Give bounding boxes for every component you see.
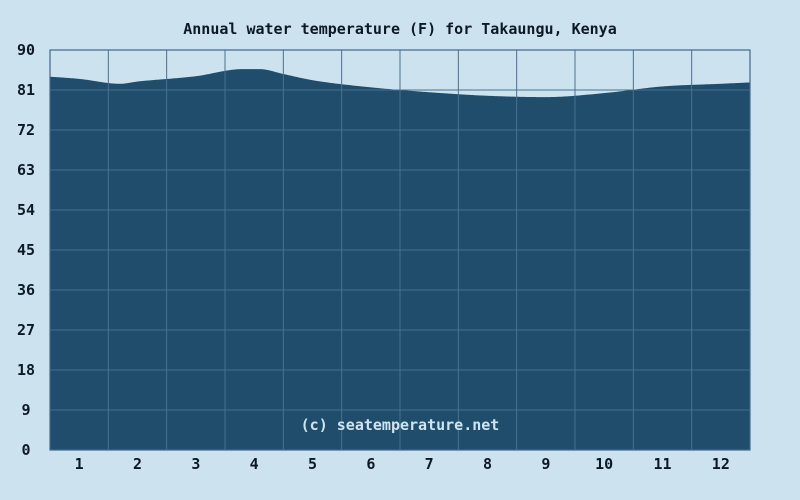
y-axis-tick-label: 45 <box>17 241 35 259</box>
x-axis-month-label: 8 <box>483 455 492 473</box>
x-axis-month-label: 11 <box>653 455 671 473</box>
y-axis-tick-label: 27 <box>17 321 35 339</box>
x-axis-month-label: 7 <box>425 455 434 473</box>
chart-title: Annual water temperature (F) for Takaung… <box>183 20 617 38</box>
x-axis-month-label: 2 <box>133 455 142 473</box>
y-axis-tick-label: 18 <box>17 361 35 379</box>
y-axis-tick-label: 72 <box>17 121 35 139</box>
plot-border <box>49 49 751 451</box>
y-axis-tick-label: 81 <box>17 81 35 99</box>
y-axis-tick-label: 36 <box>17 281 35 299</box>
x-axis-month-label: 12 <box>712 455 730 473</box>
watermark: (c) seatemperature.net <box>300 416 500 434</box>
y-axis-tick-label: 54 <box>17 201 35 219</box>
x-axis-month-label: 3 <box>191 455 200 473</box>
y-axis-tick-label: 63 <box>17 161 35 179</box>
y-axis-tick-label: 0 <box>21 441 30 459</box>
y-axis-tick-label: 90 <box>17 41 35 59</box>
x-axis-month-label: 9 <box>541 455 550 473</box>
x-axis-month-label: 4 <box>250 455 259 473</box>
x-axis-month-label: 5 <box>308 455 317 473</box>
x-axis-month-label: 6 <box>366 455 375 473</box>
x-axis-month-label: 1 <box>75 455 84 473</box>
x-axis-month-label: 10 <box>595 455 613 473</box>
y-axis-tick-label: 9 <box>21 401 30 419</box>
